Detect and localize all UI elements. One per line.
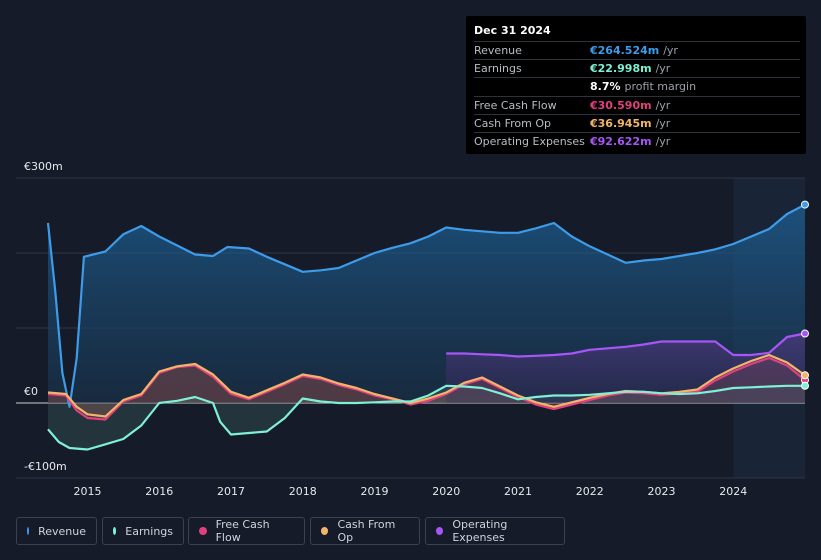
tooltip-row-profit-margin: 8.7% profit margin (474, 77, 800, 95)
tooltip-value: €22.998m (590, 62, 652, 76)
legend-label: Earnings (125, 524, 173, 538)
tooltip-row-earnings: Earnings €22.998m /yr (474, 59, 800, 77)
legend-dot-icon (27, 527, 30, 535)
legend-label: Revenue (38, 524, 86, 538)
tooltip-label: Operating Expenses (474, 135, 585, 149)
y-label-zero: €0 (24, 385, 38, 398)
tooltip-unit: /yr (655, 116, 671, 130)
legend-label: Cash From Op (337, 518, 396, 544)
tooltip-value: 8.7% (590, 80, 621, 94)
legend-label: Operating Expenses (452, 518, 508, 544)
x-tick-label: 2018 (289, 485, 317, 498)
y-label-bottom: -€100m (24, 460, 67, 473)
tooltip-label: Cash From Op (474, 116, 552, 130)
legend-dot-icon (321, 527, 329, 535)
tooltip-row-cash-from-op: Cash From Op €36.945m /yr (474, 113, 800, 132)
x-tick-label: 2015 (73, 485, 101, 498)
legend-dot-icon (436, 527, 444, 535)
tooltip-unit: /yr (655, 98, 671, 112)
tooltip-value: €30.590m (590, 98, 652, 112)
series-line-operating-expenses (446, 332, 806, 358)
tooltip-row-free-cash-flow: Free Cash Flow €30.590m /yr (474, 95, 800, 114)
series-line-revenue (46, 203, 806, 408)
legend-revenue[interactable]: Revenue (16, 517, 97, 545)
tooltip-label: Revenue (474, 44, 522, 58)
tooltip-label: Free Cash Flow (474, 98, 557, 112)
tooltip-value: €36.945m (590, 116, 652, 130)
series-end-marker-revenue (801, 200, 809, 209)
series-end-marker-cash-from-op (801, 371, 809, 380)
legend-operating-expenses[interactable]: Operating Expenses (425, 517, 565, 545)
legend-cash-from-op[interactable]: Cash From Op (310, 517, 420, 545)
x-tick-label: 2024 (719, 485, 747, 498)
tooltip-row-revenue: Revenue €264.524m /yr (474, 41, 800, 59)
series-end-marker-earnings (801, 381, 809, 390)
tooltip-date: Dec 31 2024 (474, 24, 551, 37)
x-tick-label: 2019 (360, 485, 388, 498)
x-tick-label: 2023 (647, 485, 675, 498)
x-tick-label: 2022 (576, 485, 604, 498)
legend-earnings[interactable]: Earnings (102, 517, 184, 545)
tooltip-panel: Dec 31 2024 Revenue €264.524m /yr Earnin… (466, 16, 806, 154)
tooltip-label: Earnings (474, 62, 522, 76)
tooltip-unit: /yr (655, 135, 671, 149)
x-tick-label: 2021 (504, 485, 532, 498)
series-line-cash-from-op (47, 353, 806, 418)
tooltip-value: €92.622m (590, 135, 652, 149)
x-tick-label: 2020 (432, 485, 460, 498)
tooltip-row-operating-expenses: Operating Expenses €92.622m /yr (474, 131, 800, 150)
y-label-top: €300m (24, 160, 63, 173)
series-line-earnings (47, 384, 805, 451)
x-tick-label: 2016 (145, 485, 173, 498)
series-end-marker-operating-expenses (801, 329, 809, 338)
series-area-free-cash-flow (48, 358, 805, 420)
legend-dot-icon (199, 527, 207, 535)
x-tick-label: 2017 (217, 485, 245, 498)
legend-free-cash-flow[interactable]: Free Cash Flow (188, 517, 305, 545)
legend-dot-icon (113, 527, 117, 535)
tooltip-unit: /yr (663, 44, 678, 58)
legend-label: Free Cash Flow (215, 518, 270, 544)
tooltip-unit: /yr (655, 62, 671, 76)
tooltip-value: €264.524m (590, 44, 660, 58)
tooltip-unit: profit margin (624, 80, 697, 94)
series-area-operating-expenses (446, 333, 805, 403)
